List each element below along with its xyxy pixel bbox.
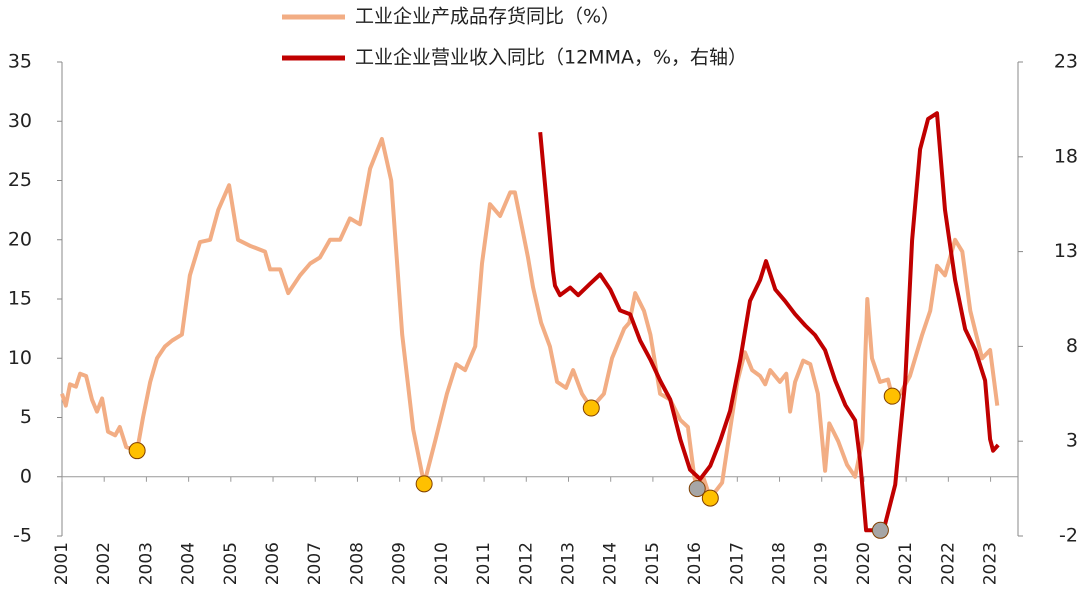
x-tick-label: 2021: [896, 542, 916, 585]
y2-tick-label: 3: [1066, 430, 1078, 452]
x-tick-label: 2010: [432, 542, 452, 585]
y-tick-label: 35: [8, 51, 32, 73]
y-tick-label: 30: [8, 110, 32, 132]
x-tick-label: 2012: [516, 542, 536, 585]
x-tick-label: 2007: [305, 542, 325, 585]
marker: [883, 387, 901, 405]
x-tick-label: 2014: [601, 542, 621, 585]
x-tick-label: 2001: [52, 542, 72, 585]
x-tick-label: 2011: [474, 542, 494, 585]
x-tick-label: 2002: [94, 542, 114, 585]
y-tick-label: 15: [8, 288, 32, 310]
y-tick-label: 0: [20, 465, 32, 487]
marker: [128, 442, 146, 460]
y2-tick-label: 18: [1054, 145, 1078, 167]
x-tick-label: 2018: [770, 542, 790, 585]
series-line: [538, 111, 1000, 533]
y2-tick-label: 23: [1054, 51, 1078, 73]
x-tick-label: 2006: [263, 542, 283, 585]
x-tick-label: 2022: [938, 542, 958, 585]
x-tick-label: 2015: [643, 542, 663, 585]
marker: [688, 480, 706, 498]
x-tick-label: 2013: [558, 542, 578, 585]
x-tick-label: 2009: [390, 542, 410, 585]
x-tick-label: 2003: [136, 542, 156, 585]
y-tick-label: 5: [20, 406, 32, 428]
y2-tick-label: 8: [1066, 335, 1078, 357]
x-tick-label: 2004: [179, 542, 199, 585]
y-tick-label: 10: [8, 347, 32, 369]
x-tick-label: 2017: [727, 542, 747, 585]
x-tick-label: 2008: [347, 542, 367, 585]
y2-tick-label: 13: [1054, 240, 1078, 262]
marker: [871, 521, 889, 539]
x-tick-label: 2016: [685, 542, 705, 585]
x-tick-label: 2023: [981, 542, 1001, 585]
legend-label: 工业企业营业收入同比（12MMA，%，右轴）: [355, 47, 747, 69]
marker: [582, 399, 600, 417]
y-tick-label: 25: [8, 169, 32, 191]
x-tick-label: 2019: [812, 542, 832, 585]
marker: [701, 489, 719, 507]
marker: [415, 475, 433, 493]
y-tick-label: 20: [8, 228, 32, 250]
series-line: [60, 137, 1000, 501]
x-tick-label: 2005: [221, 542, 241, 585]
y2-tick-label: -2: [1059, 525, 1078, 547]
x-tick-label: 2020: [854, 542, 874, 585]
legend-label: 工业企业产成品存货同比（%）: [355, 6, 620, 28]
y-tick-label: -5: [13, 525, 32, 547]
